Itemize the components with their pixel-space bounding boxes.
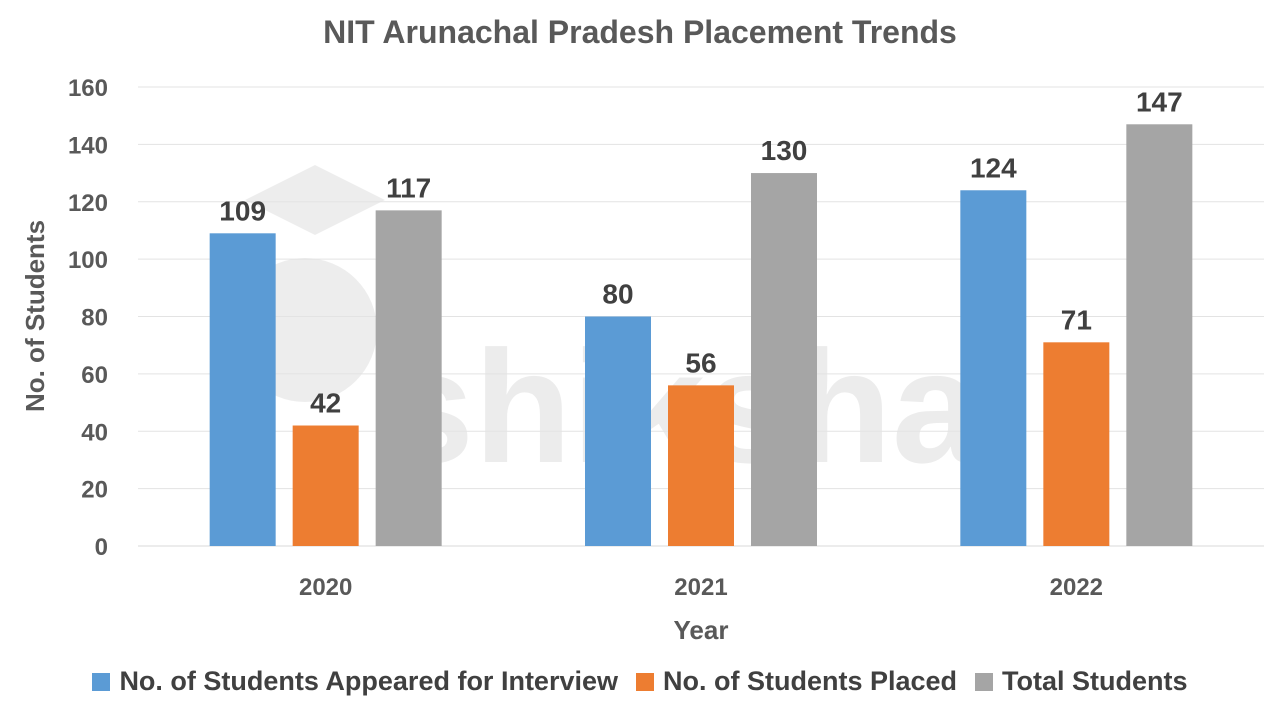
bar bbox=[375, 210, 442, 546]
legend-swatch bbox=[92, 672, 111, 691]
y-axis-label: No. of Students bbox=[20, 220, 50, 412]
legend-label: No. of Students Appeared for Interview bbox=[119, 666, 618, 696]
legend-item: No. of Students Placed bbox=[636, 666, 957, 697]
x-axis-label: Year bbox=[674, 615, 729, 645]
y-tick-label: 160 bbox=[68, 75, 108, 102]
x-tick-label: 2021 bbox=[674, 574, 727, 601]
data-label: 109 bbox=[219, 195, 266, 226]
data-label: 147 bbox=[1136, 86, 1183, 117]
legend-swatch bbox=[636, 672, 654, 691]
x-tick-label: 2022 bbox=[1050, 574, 1103, 601]
legend-label: No. of Students Placed bbox=[663, 666, 958, 696]
legend-item: No. of Students Appeared for Interview bbox=[92, 666, 618, 697]
chart-title: NIT Arunachal Pradesh Placement Trends bbox=[323, 14, 957, 50]
legend-label: Total Students bbox=[1002, 666, 1188, 696]
bar bbox=[668, 385, 734, 546]
x-tick-label: 2020 bbox=[299, 574, 352, 601]
data-label: 71 bbox=[1061, 304, 1092, 335]
data-label: 124 bbox=[970, 152, 1017, 183]
data-label: 117 bbox=[386, 172, 431, 203]
legend-swatch bbox=[975, 672, 994, 691]
y-tick-label: 140 bbox=[68, 132, 108, 159]
bar bbox=[1126, 124, 1193, 546]
data-label: 42 bbox=[310, 388, 341, 419]
y-tick-label: 100 bbox=[68, 247, 108, 274]
bar bbox=[585, 316, 651, 546]
x-tick-labels: 2020 2021 2022 bbox=[299, 574, 1103, 601]
bar bbox=[292, 425, 359, 546]
bar bbox=[1043, 342, 1110, 546]
watermark-cap-icon bbox=[245, 165, 385, 235]
legend: No. of Students Appeared for Interview No… bbox=[0, 666, 1280, 697]
data-labels: 109 42 117 80 56 130 124 71 147 bbox=[219, 86, 1182, 418]
data-label: 56 bbox=[685, 347, 716, 378]
data-label: 80 bbox=[602, 279, 633, 310]
y-tick-label: 60 bbox=[81, 362, 108, 389]
y-tick-label: 20 bbox=[81, 477, 108, 504]
legend-item: Total Students bbox=[975, 666, 1188, 697]
bar bbox=[960, 190, 1027, 546]
y-tick-label: 80 bbox=[81, 305, 108, 332]
bars bbox=[209, 124, 1193, 546]
data-label: 130 bbox=[761, 135, 808, 166]
y-tick-label: 40 bbox=[81, 419, 108, 446]
y-tick-labels: 0 20 40 60 80 100 120 140 160 bbox=[68, 75, 108, 561]
bar bbox=[751, 173, 817, 546]
bar bbox=[209, 233, 276, 546]
y-tick-label: 0 bbox=[95, 534, 108, 561]
y-tick-label: 120 bbox=[68, 190, 108, 217]
